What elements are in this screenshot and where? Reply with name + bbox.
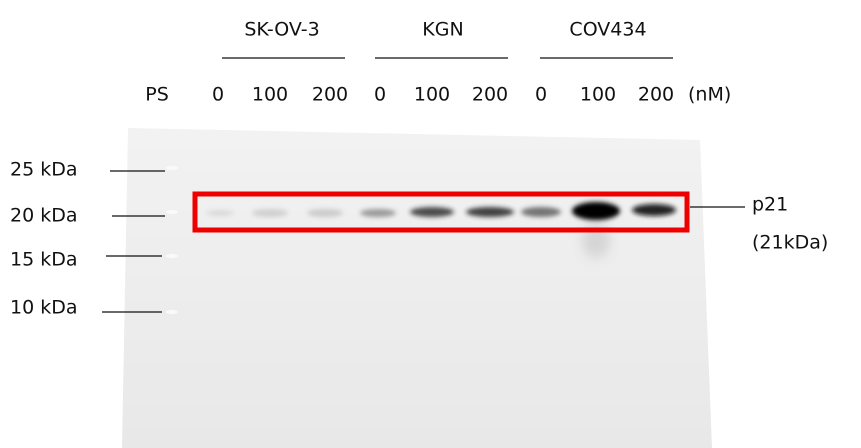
group-name: COV434	[569, 19, 646, 41]
blot-figure: p21 (21kDa) SK-OV-3 KGN COV434 PS 0 100 …	[0, 0, 861, 448]
lane-label: 0	[374, 84, 386, 106]
lane-label: 100	[414, 84, 450, 106]
membrane	[122, 128, 712, 448]
group-name: KGN	[422, 19, 463, 41]
lane-label: 0	[212, 84, 224, 106]
marker-label: 20 kDa	[10, 205, 78, 227]
band-name: p21	[752, 194, 788, 216]
lane-label: 200	[638, 84, 674, 106]
lane-label: 100	[252, 84, 288, 106]
lane-label: 0	[535, 84, 547, 106]
band-size: (21kDa)	[752, 232, 828, 254]
page: {"groups": [ {"name": "SK-OV-3", "concen…	[0, 0, 861, 448]
marker-label: 10 kDa	[10, 297, 78, 319]
lane-label: 200	[312, 84, 348, 106]
ladder-label: PS	[145, 84, 169, 106]
lane-label: 200	[472, 84, 508, 106]
marker-label: 15 kDa	[10, 249, 78, 271]
unit-label: (nM)	[688, 84, 731, 106]
marker-label: 25 kDa	[10, 159, 78, 181]
lane-label: 100	[580, 84, 616, 106]
group-name: SK-OV-3	[244, 19, 319, 41]
